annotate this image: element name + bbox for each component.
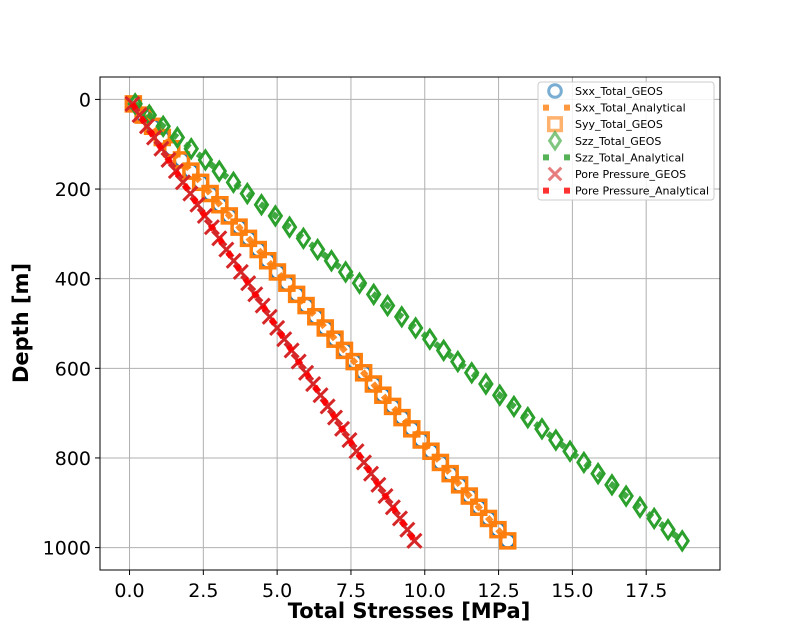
- data-point: [211, 159, 228, 183]
- analytical-line: [129, 102, 417, 543]
- analytical-line: [133, 101, 685, 544]
- legend-label: Sxx_Total_Analytical: [575, 102, 686, 115]
- data-point: [450, 349, 466, 374]
- data-point: [364, 375, 383, 393]
- data-point: [124, 95, 141, 112]
- series-syy-total-geos: [124, 95, 517, 550]
- data-point: [307, 308, 325, 326]
- data-point: [562, 439, 578, 463]
- data-point: [379, 293, 396, 318]
- data-point: [278, 274, 296, 292]
- series-szz-total-analytical: [133, 101, 685, 544]
- data-point: [249, 240, 267, 259]
- y-tick-label: 800: [55, 448, 91, 470]
- data-point: [191, 173, 210, 192]
- data-point: [422, 442, 440, 460]
- data-point: [230, 218, 248, 236]
- data-point: [463, 361, 480, 385]
- data-point: [326, 330, 344, 348]
- data-point: [498, 532, 517, 550]
- data-point: [431, 453, 450, 472]
- y-axis-label: Depth [m]: [9, 263, 33, 383]
- data-point: [182, 162, 200, 180]
- data-point: [383, 397, 402, 416]
- data-point: [268, 263, 287, 281]
- x-tick-label: 2.5: [188, 580, 218, 602]
- data-point: [412, 431, 430, 449]
- x-axis-label: Total Stresses [MPa]: [288, 599, 531, 623]
- data-point: [491, 383, 508, 407]
- y-tick-label: 0: [79, 89, 91, 111]
- data-point: [674, 529, 691, 553]
- legend-label: Pore Pressure_Analytical: [575, 185, 709, 198]
- data-point: [287, 285, 306, 304]
- legend-box: [537, 81, 715, 201]
- data-point: [441, 464, 459, 483]
- data-point: [297, 296, 315, 315]
- data-point: [345, 352, 363, 371]
- data-point: [335, 341, 354, 360]
- x-tick-label: 0.0: [114, 580, 144, 602]
- data-point: [604, 473, 620, 497]
- data-point: [351, 271, 368, 295]
- legend-label: Sxx_Total_GEOS: [575, 85, 663, 98]
- legend-swatch: [547, 166, 563, 182]
- legend-label: Syy_Total_GEOS: [575, 118, 663, 131]
- data-point: [225, 170, 242, 195]
- data-point: [155, 114, 171, 139]
- data-point: [267, 204, 284, 228]
- legend-label: Szz_Total_GEOS: [575, 135, 661, 148]
- x-tick-label: 5.0: [262, 580, 292, 602]
- data-point: [479, 509, 498, 528]
- data-point: [506, 394, 522, 419]
- data-point: [239, 229, 258, 248]
- y-tick-label: 200: [55, 179, 91, 201]
- data-point: [316, 319, 335, 337]
- data-point: [393, 408, 411, 427]
- data-point: [576, 450, 592, 475]
- data-point: [365, 282, 382, 307]
- data-point: [323, 249, 340, 273]
- y-tick-label: 1000: [43, 538, 91, 560]
- x-tick-label: 7.5: [336, 580, 366, 602]
- x-tick-label: 12.5: [477, 580, 519, 602]
- legend-label: Pore Pressure_GEOS: [575, 168, 686, 181]
- legend-swatch: [547, 129, 563, 152]
- data-point: [489, 520, 507, 539]
- data-point: [354, 364, 373, 382]
- data-point: [211, 195, 229, 214]
- data-point: [201, 184, 219, 203]
- x-tick-label: 17.5: [625, 580, 667, 602]
- data-point: [220, 207, 239, 225]
- data-point: [337, 260, 354, 284]
- y-tick-label: 600: [55, 358, 91, 380]
- legend-swatch: [547, 83, 563, 99]
- series-pore-pressure-analytical: [129, 102, 417, 543]
- legend-label: Szz_Total_Analytical: [575, 151, 684, 164]
- plot-frame: [99, 76, 721, 571]
- data-point: [374, 386, 392, 404]
- data-point: [618, 484, 634, 508]
- data-point: [258, 252, 277, 270]
- data-point: [590, 461, 606, 486]
- x-tick-label: 10.0: [404, 580, 446, 602]
- data-point: [470, 498, 488, 517]
- data-point: [403, 420, 421, 438]
- data-point: [239, 181, 256, 206]
- data-point: [253, 193, 270, 217]
- x-tick-label: 15.0: [551, 580, 593, 602]
- y-tick-label: 400: [55, 269, 91, 291]
- data-point: [460, 487, 479, 505]
- data-point: [450, 476, 469, 494]
- data-point: [478, 372, 494, 396]
- legend: Sxx_Total_GEOS Sxx_Total_Analytical Syy_To…: [537, 81, 715, 201]
